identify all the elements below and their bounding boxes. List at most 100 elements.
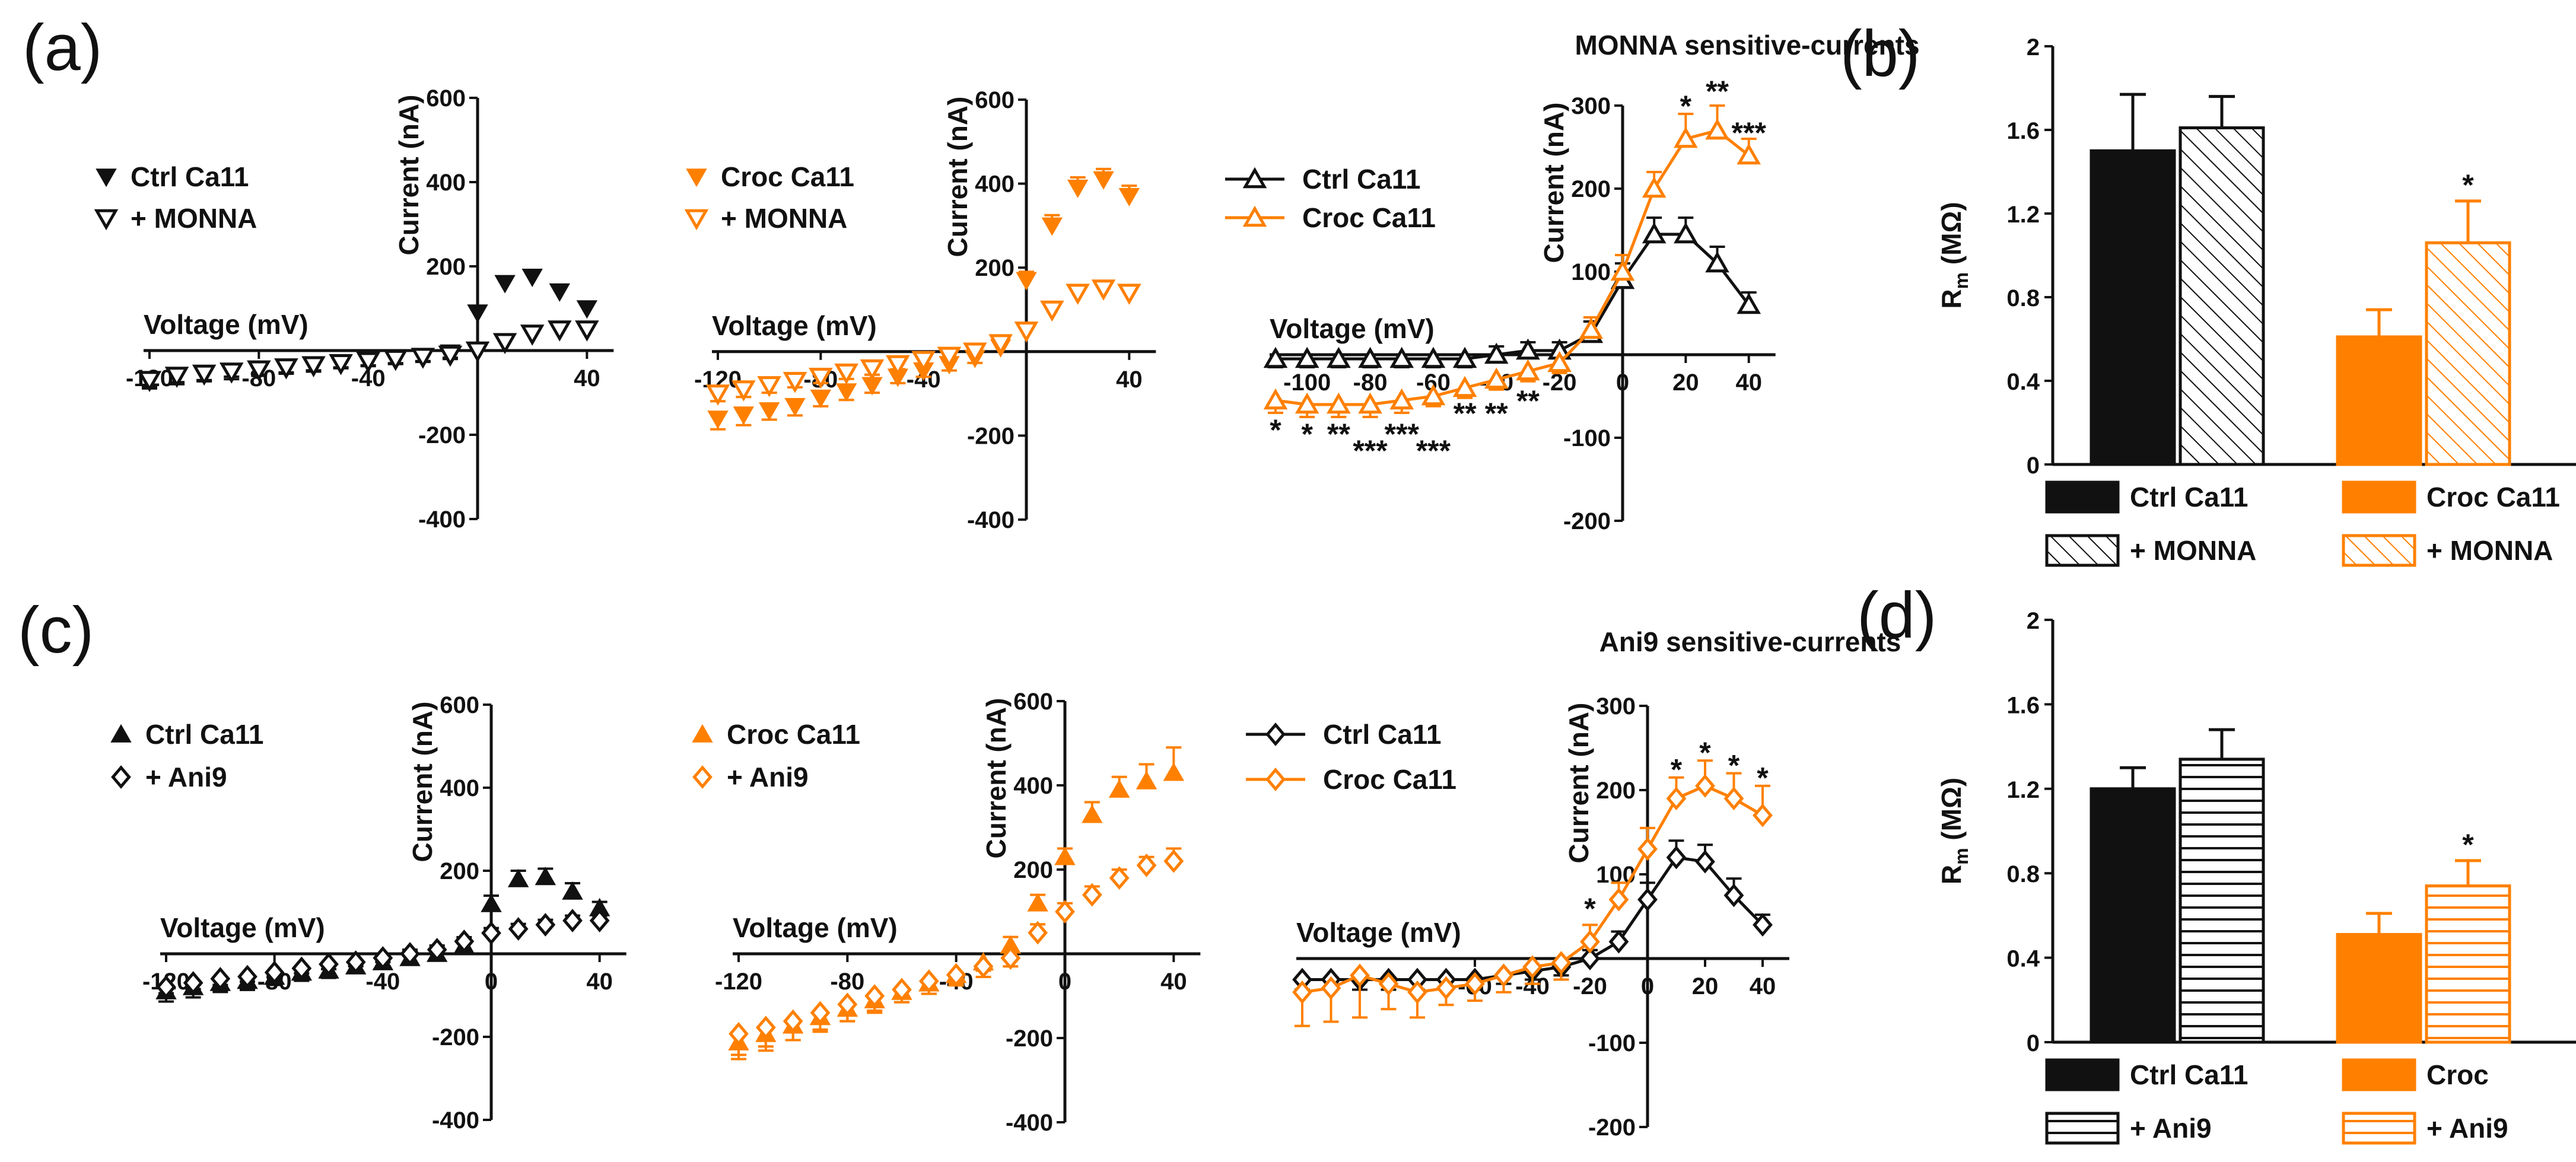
bar: [2336, 335, 2422, 466]
chart-title: Ani9 sensitive-currents: [1599, 626, 1901, 657]
data-point: [274, 358, 298, 380]
y-tick-label: -400: [418, 507, 466, 533]
legend-label: + MONNA: [2426, 535, 2553, 566]
y-tick-label: -200: [1006, 1026, 1053, 1052]
data-point: [1082, 804, 1103, 823]
data-point: [1117, 284, 1141, 305]
legend-label: Croc Ca11: [2426, 482, 2560, 512]
data-point: [494, 275, 516, 294]
data-point: [1108, 779, 1130, 798]
data-point: [1705, 251, 1729, 273]
significance-star: *: [1699, 736, 1711, 769]
data-point: [810, 389, 832, 408]
data-point: [837, 992, 858, 1017]
x-tick-label: 20: [1692, 973, 1719, 999]
significance-star: *: [1301, 418, 1313, 451]
bar: [2090, 149, 2176, 466]
series-0: [728, 746, 1185, 1061]
x-tick-label: -40: [365, 969, 400, 995]
data-point: [137, 371, 162, 392]
data-point: [329, 354, 353, 375]
y-tick-label: 0: [2027, 453, 2040, 479]
legend-label: + MONNA: [131, 203, 257, 234]
data-point: [1484, 367, 1509, 389]
legend-swatch: [2045, 1058, 2120, 1091]
series-line: [1275, 129, 1750, 406]
data-point: [1452, 346, 1477, 368]
legend-item: + MONNA: [94, 203, 257, 234]
data-point: [1163, 849, 1184, 873]
x-tick-label: -100: [1283, 370, 1331, 396]
data-point: [1067, 179, 1089, 198]
series-1: [137, 320, 599, 392]
data-point: [1109, 866, 1130, 890]
significance-star: **: [1327, 418, 1350, 451]
data-point: [319, 952, 339, 976]
y-axis-title: Current (nA): [1563, 703, 1594, 864]
x-tick-label: -120: [715, 969, 762, 995]
data-point: [547, 320, 572, 342]
y-tick-label: 0.8: [2006, 861, 2040, 887]
data-point: [988, 334, 1013, 355]
data-point: [467, 304, 488, 323]
x-axis-title: Voltage (mV): [1296, 917, 1461, 948]
legend-marker: [1242, 167, 1267, 189]
significance-star: *: [1270, 413, 1281, 447]
data-point: [1666, 787, 1687, 811]
data-point: [1389, 346, 1414, 368]
data-point: [1493, 963, 1514, 988]
series-1: [1263, 104, 1761, 418]
legend-marker: [110, 724, 132, 743]
data-point: [1295, 392, 1319, 414]
legend-label: + Ani9: [145, 762, 227, 792]
legend-label: + MONNA: [721, 203, 847, 234]
y-tick-label: -400: [432, 1107, 479, 1134]
data-point: [589, 909, 610, 932]
data-point: [164, 367, 189, 388]
data-point: [219, 362, 244, 384]
data-point: [1421, 384, 1446, 406]
y-tick-label: 1.6: [2006, 118, 2040, 144]
legend-item: + Ani9: [111, 762, 227, 792]
data-point: [963, 342, 987, 364]
chart-a1: (a)600400200-200-400-120-80-4040Voltage …: [23, 11, 614, 533]
data-point: [1705, 118, 1729, 140]
legend-marker: [111, 765, 131, 789]
data-point: [1608, 929, 1629, 954]
legend-label: + MONNA: [2130, 535, 2256, 566]
data-point: [707, 410, 729, 429]
y-axis-title: Rm (MΩ): [1936, 778, 1972, 884]
data-point: [521, 268, 543, 287]
y-tick-label: -400: [1006, 1110, 1053, 1136]
x-axis-title: Voltage (mV): [144, 309, 309, 340]
data-point: [520, 324, 545, 346]
significance-star: **: [1516, 384, 1540, 418]
legend-swatch: [2342, 1112, 2416, 1145]
significance-star: *: [1584, 892, 1596, 925]
data-point: [156, 975, 176, 999]
data-point: [1674, 222, 1698, 244]
data-point: [411, 348, 435, 369]
legend-label: Ctrl Ca11: [1323, 719, 1441, 750]
data-point: [356, 352, 380, 373]
y-tick-label: 300: [1596, 693, 1636, 720]
y-tick-label: 600: [426, 85, 466, 112]
data-point: [562, 909, 583, 932]
legend-label: Ctrl Ca11: [1302, 164, 1420, 195]
chart-b: (b) 0 0.4 0.8 1.2 1.6 2 Rm (MΩ) * Ctrl Ca11 Croc C…: [1840, 17, 2576, 567]
legend-swatch: [2342, 534, 2416, 567]
data-point: [535, 913, 556, 937]
data-point: [1136, 854, 1157, 877]
data-point: [1608, 887, 1629, 912]
data-point: [1118, 188, 1140, 207]
legend-label: Ctrl Ca11: [2130, 482, 2248, 512]
x-tick-label: 20: [1672, 370, 1699, 396]
legend-swatch: [2342, 1058, 2416, 1091]
y-tick-label: 600: [1013, 689, 1053, 715]
data-point: [1737, 143, 1761, 165]
significance-star: *: [1757, 762, 1769, 795]
data-point: [1579, 317, 1604, 339]
data-point: [507, 868, 529, 887]
series-1: [729, 847, 1184, 1056]
